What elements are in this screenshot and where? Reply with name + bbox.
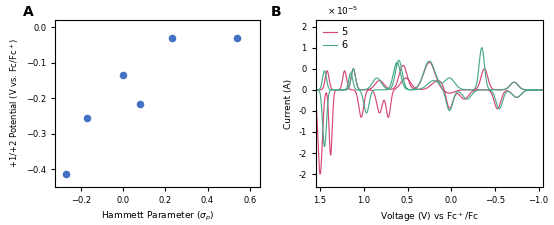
5 <box>312 100 319 103</box>
5 <box>325 75 332 78</box>
Line: 5: 5 <box>316 62 543 174</box>
5 <box>426 61 433 64</box>
Text: B: B <box>270 4 281 19</box>
6 <box>321 145 328 148</box>
X-axis label: Voltage (V) vs Fc$^+$/Fc: Voltage (V) vs Fc$^+$/Fc <box>380 210 479 224</box>
5 <box>534 88 540 91</box>
Y-axis label: +1/+2 Potential (V vs. Fc/Fc$^+$): +1/+2 Potential (V vs. Fc/Fc$^+$) <box>8 38 20 169</box>
Point <box>167 36 176 40</box>
6 <box>312 88 319 91</box>
6 <box>325 86 332 89</box>
5 <box>522 90 529 92</box>
5 <box>312 88 319 91</box>
6 <box>409 88 416 91</box>
6 <box>534 88 540 91</box>
5 <box>336 88 342 91</box>
6 <box>312 88 319 91</box>
5 <box>317 173 324 176</box>
5 <box>325 74 332 76</box>
6 <box>336 88 342 91</box>
Point <box>83 116 91 119</box>
Text: $\times\,10^{-5}$: $\times\,10^{-5}$ <box>327 4 358 17</box>
Point <box>136 102 145 105</box>
Point <box>61 173 70 176</box>
Y-axis label: Current (A): Current (A) <box>284 79 293 128</box>
Line: 6: 6 <box>316 48 543 147</box>
Text: A: A <box>23 4 33 19</box>
6 <box>479 46 485 49</box>
X-axis label: Hammett Parameter ($\sigma_p$): Hammett Parameter ($\sigma_p$) <box>101 210 214 223</box>
Legend: 5, 6: 5, 6 <box>321 25 349 52</box>
6 <box>325 87 332 90</box>
6 <box>522 90 529 92</box>
Point <box>119 73 127 77</box>
Point <box>233 36 242 40</box>
5 <box>409 86 416 89</box>
